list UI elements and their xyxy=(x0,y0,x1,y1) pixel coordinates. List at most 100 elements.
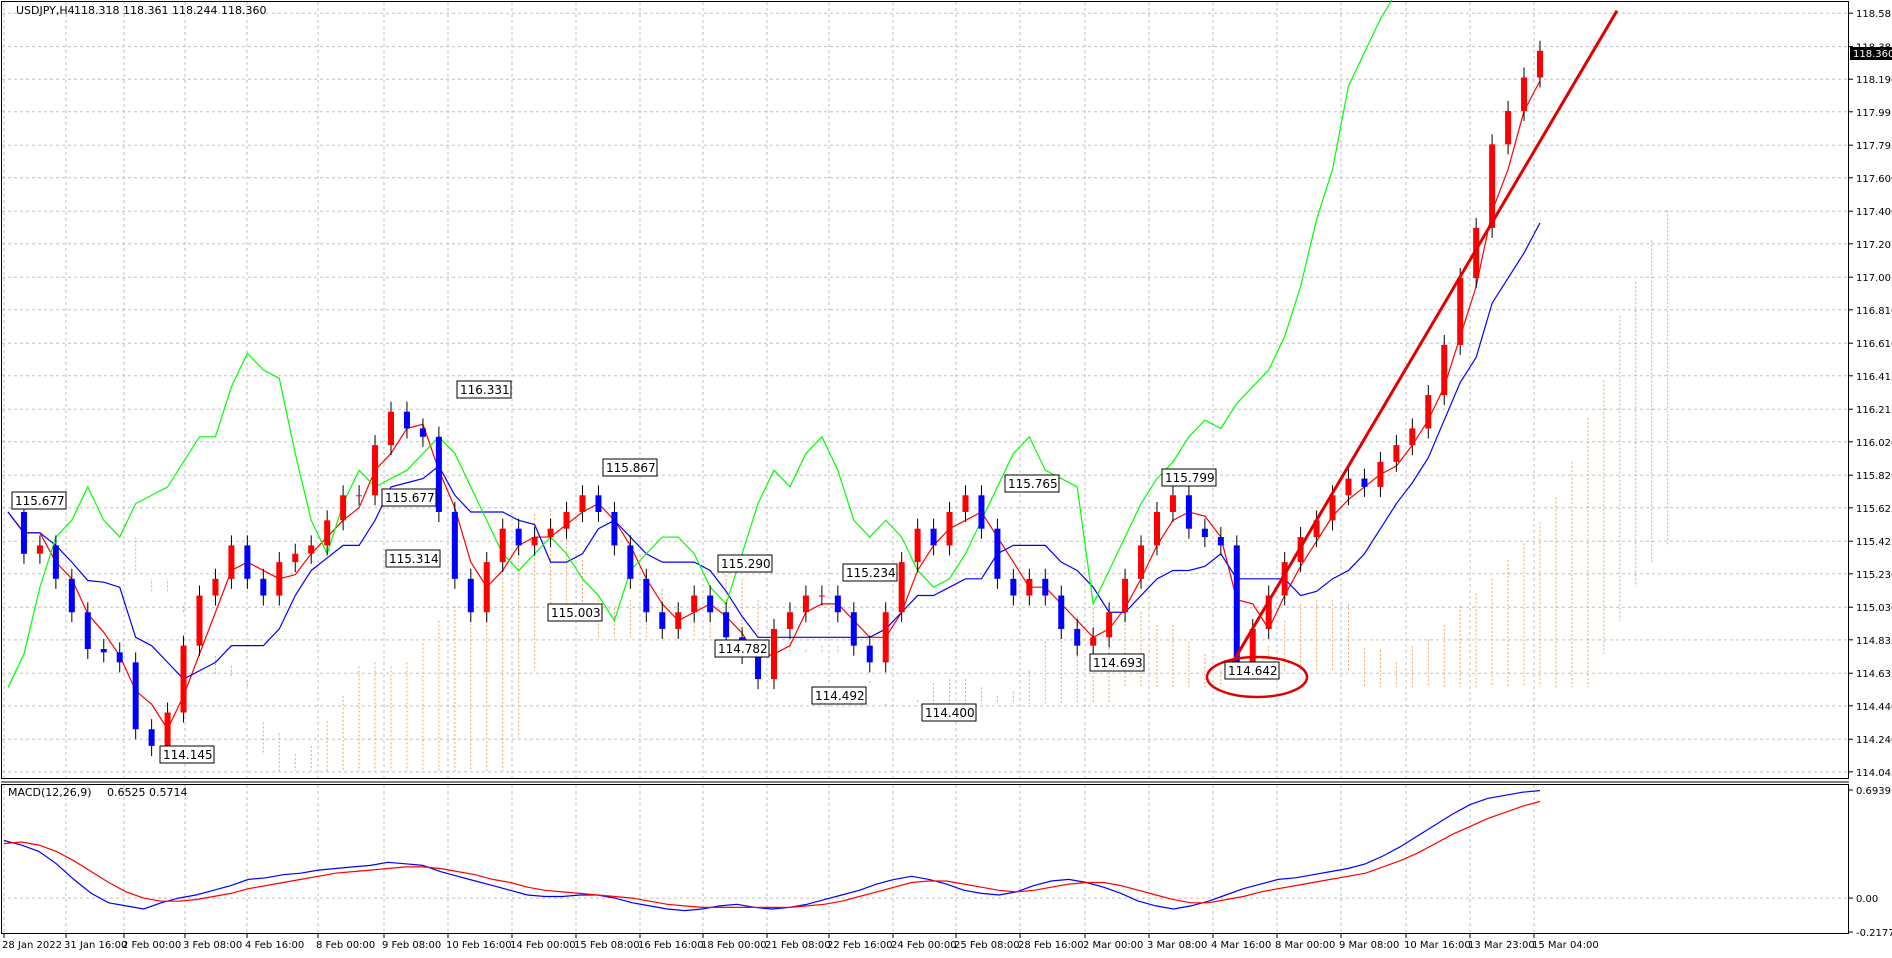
candle-body xyxy=(611,511,618,546)
candle-body xyxy=(483,562,490,613)
price-label: 115.799 xyxy=(1165,471,1215,485)
candle-body xyxy=(1537,50,1543,78)
price-label: 114.145 xyxy=(163,748,213,762)
macd-line xyxy=(3,790,1541,912)
candle-body xyxy=(467,578,474,613)
price-tick-label: 117.795 xyxy=(1856,141,1892,152)
candle-body xyxy=(978,495,985,529)
candle-body xyxy=(1090,637,1097,646)
candle-body xyxy=(1185,495,1192,529)
time-tick-label: 3 Mar 08:00 xyxy=(1147,940,1207,951)
trend-line[interactable] xyxy=(1225,9,1619,673)
price-label-box xyxy=(159,745,215,764)
price-label-box xyxy=(381,488,437,507)
candle-body xyxy=(1377,461,1384,487)
price-tick-label: 114.440 xyxy=(1856,702,1892,713)
price-label-box xyxy=(385,549,441,568)
price-label: 114.693 xyxy=(1093,656,1143,670)
candle-body xyxy=(579,495,586,512)
price-label-box xyxy=(602,458,658,477)
current-price-value: 118.360 xyxy=(1853,49,1892,60)
time-tick-label: 16 Feb 16:00 xyxy=(638,940,704,951)
candle-body xyxy=(308,545,315,554)
candle-body xyxy=(850,612,857,646)
price-label-box xyxy=(717,554,773,573)
candle-body xyxy=(372,445,379,496)
candle-body xyxy=(723,612,730,638)
main-panel xyxy=(1,1,1849,779)
candle-body xyxy=(148,729,155,746)
candle-body xyxy=(1106,612,1113,638)
candle-body xyxy=(1249,628,1256,663)
time-tick-label: 21 Feb 08:00 xyxy=(765,940,831,951)
candle-body xyxy=(1313,520,1320,538)
candle-body xyxy=(1489,144,1496,228)
candle-body xyxy=(1154,511,1160,546)
price-tick-label: 117.600 xyxy=(1856,174,1892,185)
price-tick-label: 115.625 xyxy=(1856,504,1892,515)
time-tick-label: 8 Feb 00:00 xyxy=(316,940,375,951)
macd-lines xyxy=(3,790,1541,912)
candle-body xyxy=(531,537,538,546)
candle-body xyxy=(834,595,841,613)
price-label-box xyxy=(714,639,770,658)
candle-body xyxy=(435,436,442,512)
candle-body xyxy=(324,520,331,546)
candle-body xyxy=(707,595,714,613)
grid xyxy=(2,2,1848,933)
price-label: 115.290 xyxy=(721,557,771,571)
candle-body xyxy=(403,411,410,429)
price-tick-label: 117.205 xyxy=(1856,240,1892,251)
price-label: 114.492 xyxy=(815,689,865,703)
price-tick-label: 114.835 xyxy=(1856,636,1892,647)
macd-axis: 0.6939 0.00 -0.2177 xyxy=(1849,786,1892,939)
price-labels: 115.677 114.145 115.677 115.314 116.331 115.0… xyxy=(11,380,1280,764)
candle-body xyxy=(1217,537,1224,546)
price-tick-label: 115.820 xyxy=(1856,471,1892,482)
candle-body xyxy=(196,595,203,646)
candle-body xyxy=(1074,628,1081,646)
time-tick-label: 10 Mar 16:00 xyxy=(1404,940,1471,951)
price-label-box xyxy=(811,686,867,705)
candle-body xyxy=(802,595,809,613)
price-tick-label: 117.400 xyxy=(1856,207,1892,218)
candle-body xyxy=(451,511,458,579)
candle-body xyxy=(20,511,27,554)
time-tick-label: 18 Feb 00:00 xyxy=(701,940,767,951)
price-tick-label: 118.585 xyxy=(1856,9,1892,20)
candle-body xyxy=(1281,562,1288,596)
candle-body xyxy=(1521,77,1528,111)
candle-body xyxy=(1233,545,1240,663)
candle-body xyxy=(52,545,59,579)
candle-body xyxy=(388,411,394,446)
time-tick-label: 4 Mar 16:00 xyxy=(1211,940,1271,951)
candle-body xyxy=(547,528,554,538)
price-label: 114.782 xyxy=(718,642,768,656)
candle-body xyxy=(1122,578,1129,613)
candle-body xyxy=(930,528,937,546)
candle-body xyxy=(691,595,698,613)
candle-body xyxy=(675,612,682,629)
price-label-box xyxy=(842,563,898,582)
candle-body xyxy=(771,628,777,680)
time-tick-label: 8 Mar 00:00 xyxy=(1275,940,1335,951)
time-tick-label: 28 Feb 16:00 xyxy=(1018,940,1084,951)
price-label-box xyxy=(1004,474,1060,493)
candle-body xyxy=(1393,445,1400,462)
candle-body xyxy=(419,428,426,437)
price-tick-label: 115.030 xyxy=(1856,603,1892,614)
candle-body xyxy=(1425,395,1432,429)
macd-panel xyxy=(1,784,1849,934)
candle-body xyxy=(36,545,43,554)
candle-body xyxy=(499,528,506,563)
signal-line xyxy=(3,800,1541,909)
candle-body xyxy=(212,578,219,596)
time-tick-label: 14 Feb 00:00 xyxy=(510,940,576,951)
candle-body xyxy=(882,612,889,663)
price-label: 114.642 xyxy=(1228,664,1278,678)
candle-body xyxy=(1169,495,1176,512)
candle-body xyxy=(244,545,251,579)
candle-body xyxy=(100,649,107,653)
candle-body xyxy=(260,578,267,596)
price-label: 115.677 xyxy=(385,491,435,505)
